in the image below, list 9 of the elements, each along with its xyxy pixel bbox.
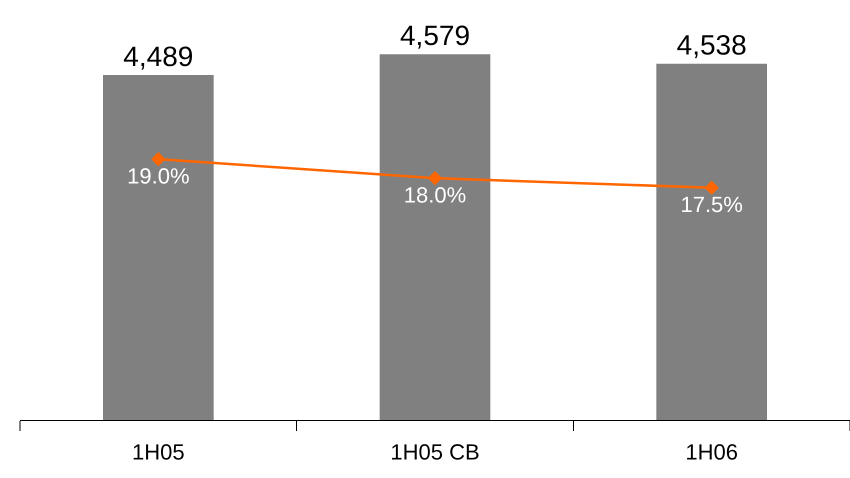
x-tick-label: 1H05 CB [390, 439, 480, 464]
data-label: 18.0% [404, 182, 466, 208]
data-label: 4,489 [123, 41, 194, 72]
data-label: 19.0% [127, 164, 190, 189]
data-label: 4,579 [400, 20, 470, 52]
data-label: 17.5% [680, 192, 743, 218]
x-tick-label: 1H05 [132, 439, 185, 464]
x-tick-label: 1H06 [685, 439, 738, 464]
data-label: 4,538 [676, 30, 747, 61]
